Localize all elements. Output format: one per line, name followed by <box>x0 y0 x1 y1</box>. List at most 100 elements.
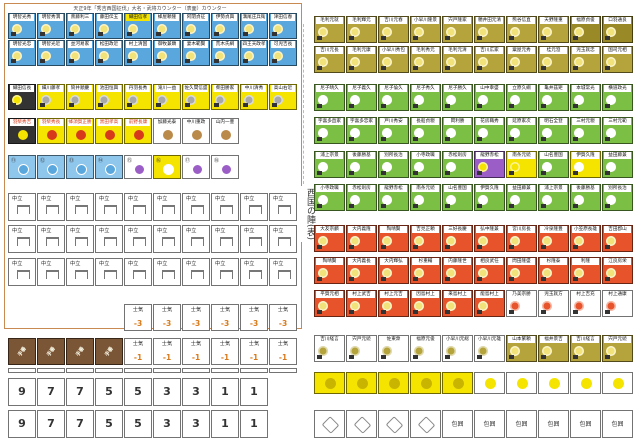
unit-counter[interactable]: 龍野赤松 <box>474 151 505 178</box>
siege-counter[interactable]: 包囲 <box>506 410 537 438</box>
unit-counter[interactable]: 織田信孝 <box>124 13 152 39</box>
unit-counter[interactable]: 小寺政職 <box>410 151 441 178</box>
neutral-counter[interactable]: 中立 <box>66 193 94 221</box>
unit-counter[interactable]: 伊賀久隆 <box>474 184 505 211</box>
unit-counter[interactable]: 織田信長 <box>8 84 36 110</box>
round-counter[interactable]: 5 <box>95 378 123 406</box>
neutral-counter[interactable]: 中立 <box>95 193 123 221</box>
unit-counter[interactable]: 尼子倫久 <box>378 84 409 111</box>
unit-counter[interactable]: 小笠原長雄 <box>570 225 601 252</box>
neutral-counter[interactable]: 中立 <box>153 193 181 221</box>
unit-counter[interactable]: 毛利輝元 <box>346 16 377 43</box>
status-counter[interactable] <box>314 372 345 394</box>
round-counter[interactable]: 7 <box>37 378 65 406</box>
unit-counter[interactable]: 口羽通良 <box>602 16 633 43</box>
status-counter[interactable] <box>602 372 633 394</box>
unit-counter[interactable]: 毛利秀元 <box>410 46 441 73</box>
round-counter[interactable]: 5 <box>124 410 152 438</box>
unit-counter[interactable]: 明智秀満 <box>37 13 65 39</box>
unit-counter[interactable]: 因島村上 <box>410 290 441 317</box>
neutral-counter[interactable]: 中立 <box>269 193 297 221</box>
unit-counter[interactable]: 宍戸元続 <box>602 335 633 362</box>
blank-counter-strip[interactable] <box>153 368 181 373</box>
unit-counter[interactable]: 平賀元相 <box>314 290 345 317</box>
unit-counter[interactable]: 赤松則房 <box>346 184 377 211</box>
unit-counter[interactable]: 松田政近 <box>95 40 123 66</box>
unit-counter[interactable]: 溝尾庄兵衛 <box>240 13 268 39</box>
unit-counter[interactable]: 杉重輔 <box>410 257 441 284</box>
neutral-counter[interactable]: 中立 <box>37 258 65 286</box>
neutral-counter[interactable]: 中立 <box>66 225 94 253</box>
unit-counter[interactable]: 三好長慶 <box>442 225 473 252</box>
siege-counter[interactable]: 包囲 <box>442 410 473 438</box>
neutral-counter[interactable]: 中立 <box>269 258 297 286</box>
unit-counter[interactable]: 妻木範賢 <box>182 40 210 66</box>
siege-counter[interactable] <box>346 410 377 438</box>
unit-counter[interactable]: 三村元親 <box>570 117 601 144</box>
unit-counter[interactable]: 本城常光 <box>570 84 601 111</box>
unit-counter[interactable]: 伊賀久隆 <box>570 151 601 178</box>
morale-counter[interactable]: 士気 -1 <box>153 338 181 365</box>
turn-counter[interactable]: 手番 <box>95 338 123 365</box>
unit-counter[interactable]: 吉川広家 <box>474 46 505 73</box>
neutral-counter[interactable]: 中立 <box>8 258 36 286</box>
morale-counter[interactable]: 士気 -1 <box>269 338 297 365</box>
status-counter[interactable] <box>538 372 569 394</box>
marker-counter[interactable]: ⑰ <box>182 155 210 179</box>
neutral-counter[interactable]: 中立 <box>153 225 181 253</box>
unit-counter[interactable]: 南条元続 <box>506 151 537 178</box>
neutral-counter[interactable]: 中立 <box>124 193 152 221</box>
round-counter[interactable]: 7 <box>37 410 65 438</box>
turn-counter[interactable]: 手番 <box>66 338 94 365</box>
unit-counter[interactable]: 別所長治 <box>602 184 633 211</box>
unit-counter[interactable]: 小早川隆景 <box>410 16 441 43</box>
status-counter[interactable] <box>378 372 409 394</box>
unit-counter[interactable]: 福原貞俊 <box>570 16 601 43</box>
unit-counter[interactable]: 並河易家 <box>66 40 94 66</box>
neutral-counter[interactable]: 中立 <box>124 225 152 253</box>
unit-counter[interactable]: 横道政光 <box>602 84 633 111</box>
unit-counter[interactable]: 児玉就忠 <box>570 46 601 73</box>
unit-counter[interactable]: 後藤勝基 <box>570 184 601 211</box>
unit-counter[interactable]: 藤田伝五 <box>95 13 123 39</box>
neutral-counter[interactable]: 中立 <box>95 225 123 253</box>
unit-counter[interactable]: 高山右近 <box>269 84 297 110</box>
unit-counter[interactable]: 桂元澄 <box>538 46 569 73</box>
unit-counter[interactable]: 三村元範 <box>602 117 633 144</box>
neutral-counter[interactable]: 中立 <box>95 258 123 286</box>
neutral-counter[interactable]: 中立 <box>240 193 268 221</box>
unit-counter[interactable]: 山名豊国 <box>442 184 473 211</box>
blank-counter-strip[interactable] <box>95 368 123 373</box>
marker-counter[interactable]: ⑯ <box>153 155 181 179</box>
unit-counter[interactable]: 村上元吉 <box>378 290 409 317</box>
turn-counter[interactable]: 手番 <box>8 338 36 365</box>
unit-counter[interactable]: 四王天政孝 <box>240 40 268 66</box>
neutral-counter[interactable]: 中立 <box>211 193 239 221</box>
unit-counter[interactable]: 小早川元雄 <box>474 335 505 362</box>
marker-counter[interactable]: ⑱ <box>211 155 239 179</box>
unit-counter[interactable]: 尼子晴久 <box>314 84 345 111</box>
unit-counter[interactable]: 尼子勝久 <box>442 84 473 111</box>
unit-counter[interactable]: 小早川秀包 <box>378 46 409 73</box>
round-counter[interactable]: 7 <box>66 410 94 438</box>
neutral-counter[interactable]: 中立 <box>37 193 65 221</box>
unit-counter[interactable]: 後藤勝基 <box>346 151 377 178</box>
unit-counter[interactable]: 問田隆盛 <box>506 257 537 284</box>
blank-counter-strip[interactable] <box>37 368 65 373</box>
unit-counter[interactable]: 龍野赤松 <box>378 184 409 211</box>
neutral-counter[interactable]: 中立 <box>182 225 210 253</box>
unit-counter[interactable]: 山名豊国 <box>538 151 569 178</box>
unit-counter[interactable]: 浦上宗景 <box>314 151 345 178</box>
siege-counter[interactable]: 包囲 <box>602 410 633 438</box>
unit-counter[interactable]: 長船貞親 <box>410 117 441 144</box>
unit-counter[interactable]: 内藤隆世 <box>442 257 473 284</box>
unit-counter[interactable]: 吉川経言 <box>314 335 345 362</box>
unit-counter[interactable]: 児玉就方 <box>538 290 569 317</box>
status-counter[interactable] <box>474 372 505 394</box>
round-counter[interactable]: 5 <box>95 410 123 438</box>
unit-counter[interactable]: 宍戸元続 <box>346 335 377 362</box>
unit-counter[interactable]: 黒田孝高 <box>95 118 123 144</box>
neutral-counter[interactable]: 中立 <box>211 258 239 286</box>
status-counter[interactable] <box>506 372 537 394</box>
unit-counter[interactable]: 浦上宗景 <box>538 184 569 211</box>
